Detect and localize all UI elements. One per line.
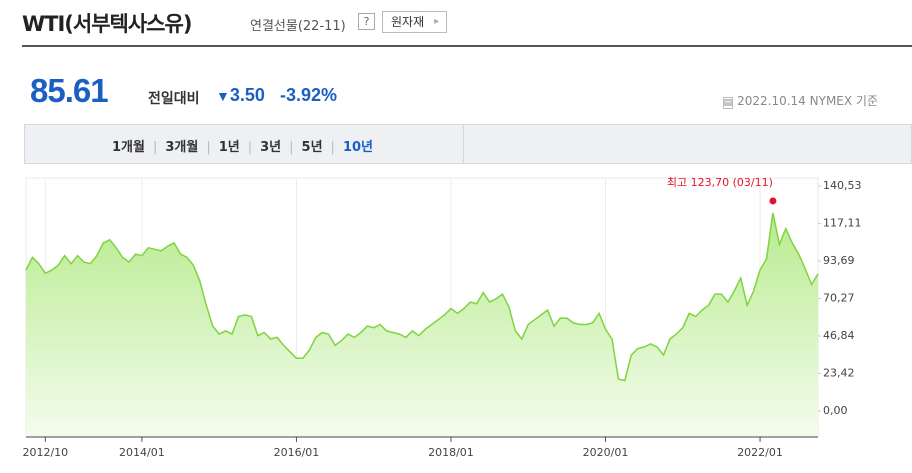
x-tick-label: 2018/01 [428, 446, 474, 459]
divider [22, 45, 912, 47]
tab-separator: | [152, 140, 158, 155]
tab-separator: | [330, 140, 335, 155]
help-button[interactable]: ? [358, 13, 375, 30]
category-button[interactable]: 원자재 [382, 11, 448, 33]
tab[interactable]: 3년 [260, 140, 282, 155]
y-tick-label: 117,11 [823, 216, 862, 229]
line [25, 212, 819, 382]
tab-separator: | [206, 140, 211, 155]
title: WTI(서부텍사스유) [22, 12, 192, 36]
date-text: 2022.10.14 NYMEX 기준 [737, 94, 878, 108]
x-tick-label: 2016/01 [274, 446, 320, 459]
x-tick-label: 2022/01 [737, 446, 783, 459]
tab-separator: | [289, 140, 294, 155]
tab[interactable]: 10년 [342, 140, 373, 155]
tab-divider [463, 124, 464, 164]
y-tick-label: 140,53 [823, 179, 862, 192]
y-tick-label: 23,42 [823, 367, 855, 380]
y-tick-label: 46,84 [823, 329, 855, 342]
x-tick-label: 2014/01 [119, 446, 165, 459]
x-tick-label: 2020/01 [583, 446, 629, 459]
date: ▤ 2022.10.14 NYMEX 기준 [722, 94, 878, 109]
tab[interactable]: 5년 [301, 140, 323, 155]
change-value: 3.50 [229, 85, 265, 105]
tab-separator: | [247, 140, 253, 155]
change-pct: -3.92% [280, 85, 338, 105]
tab[interactable]: 3개월 [165, 140, 199, 155]
price: 85.61 [30, 72, 109, 109]
subtitle: 연결선물(22-11) [250, 19, 346, 34]
peak-label: 최고 123,70 (03/11) [667, 176, 773, 189]
tab-bar [24, 124, 912, 164]
tab[interactable]: 1개월 [112, 140, 145, 155]
tab-list: 1개월 | 3개월 | 1년 | 3년 | 5년 | 10년 [112, 136, 373, 155]
change: ▼3.50 [216, 85, 265, 105]
y-tick-label: 70,27 [823, 291, 855, 304]
x-tick-label: 2012/10 [22, 446, 68, 459]
change-label: 전일대비 [148, 91, 200, 107]
area-fill [26, 212, 818, 437]
tab[interactable]: 1년 [218, 140, 240, 155]
peak-marker [769, 197, 777, 205]
y-tick-label: 0,00 [823, 404, 848, 417]
y-tick-label: 93,69 [823, 254, 855, 267]
